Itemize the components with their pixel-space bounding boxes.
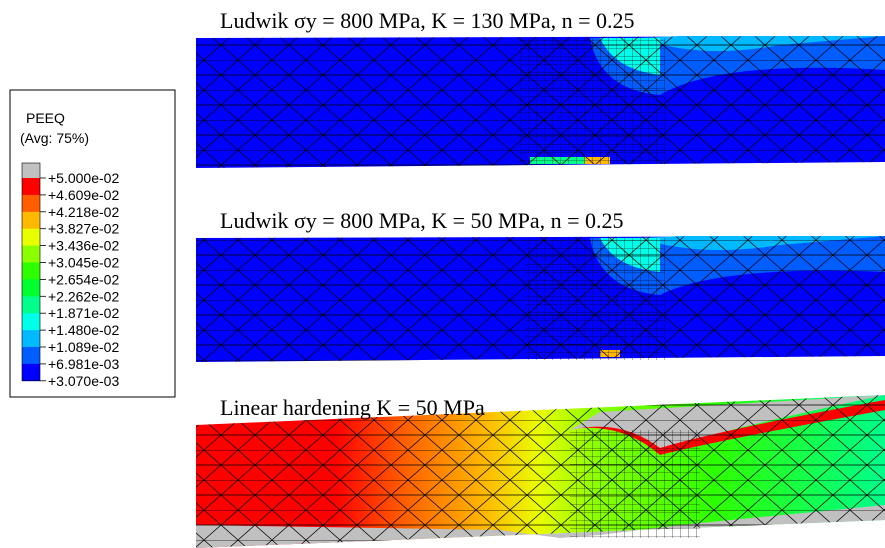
legend-label: +4.218e-02 <box>48 204 119 220</box>
legend-label: +2.654e-02 <box>48 271 119 287</box>
legend-label: +2.262e-02 <box>48 288 119 304</box>
legend-swatch <box>22 296 40 314</box>
legend-swatch <box>22 279 40 297</box>
legend-label: +6.981e-03 <box>48 356 119 372</box>
legend-swatch <box>22 363 40 382</box>
legend-swatch <box>22 330 40 348</box>
legend-swatch <box>22 211 40 229</box>
legend-swatch <box>22 313 40 331</box>
legend-swatch <box>22 194 40 213</box>
legend-scale: +5.000e-02+4.609e-02+4.218e-02+3.827e-02… <box>21 162 119 389</box>
legend-label: +1.480e-02 <box>48 322 119 338</box>
legend-swatch <box>22 178 40 196</box>
legend-swatch <box>22 163 40 179</box>
legend-label: +4.609e-02 <box>48 187 119 203</box>
legend-title: PEEQ <box>26 110 65 126</box>
legend-label: +3.827e-02 <box>48 221 119 237</box>
legend-label: +3.436e-02 <box>48 238 119 254</box>
legend-swatch <box>22 245 40 263</box>
panel-title: Ludwik σy = 800 MPa, K = 50 MPa, n = 0.2… <box>220 208 624 233</box>
legend-label: +3.070e-03 <box>48 373 119 389</box>
legend-label: +3.045e-02 <box>48 255 119 271</box>
legend-bar-frame <box>21 162 41 382</box>
contour-plot <box>196 36 885 168</box>
contour-plot <box>196 395 885 548</box>
panel-title: Linear hardening K = 50 MPa <box>220 395 485 420</box>
contour-plot <box>196 236 885 362</box>
legend-subtitle: (Avg: 75%) <box>20 130 89 146</box>
legend-swatch <box>22 347 40 365</box>
legend-label: +1.089e-02 <box>48 339 119 355</box>
legend-label: +5.000e-02 <box>48 170 119 186</box>
legend-swatch <box>22 228 40 246</box>
legend-label: +1.871e-02 <box>48 305 119 321</box>
legend-swatch <box>22 262 40 280</box>
panel-title: Ludwik σy = 800 MPa, K = 130 MPa, n = 0.… <box>220 8 635 33</box>
